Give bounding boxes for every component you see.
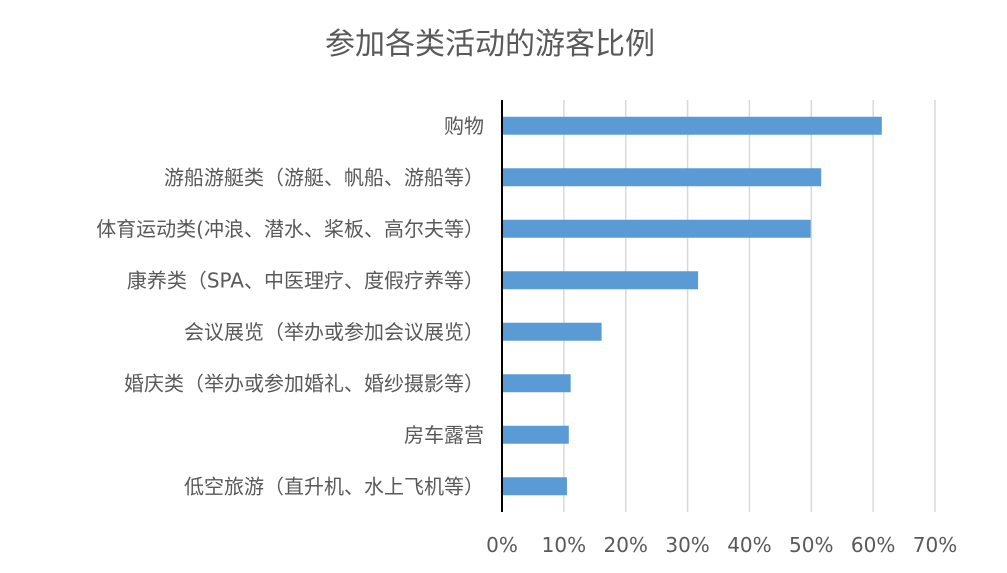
category-label: 游船游艇类（游艇、帆船、游船等）	[164, 165, 484, 189]
x-tick-label: 30%	[665, 533, 709, 557]
x-tick-label: 70%	[913, 533, 957, 557]
category-label: 体育运动类(冲浪、潜水、桨板、高尔夫等）	[96, 217, 484, 241]
bar	[502, 425, 569, 444]
bars	[502, 116, 882, 496]
category-label: 会议展览（举办或参加会议展览）	[184, 320, 484, 344]
category-label: 购物	[444, 114, 484, 138]
gridlines	[563, 100, 936, 512]
bar	[502, 477, 567, 496]
x-tick-labels: 0% 10% 20% 30% 40% 50% 60% 70%	[486, 533, 957, 557]
bar	[502, 219, 811, 238]
bar	[502, 322, 602, 341]
bar	[502, 116, 882, 135]
x-tick-label: 20%	[603, 533, 647, 557]
bar	[502, 168, 822, 187]
category-label: 康养类（SPA、中医理疗、度假疗养等）	[127, 268, 484, 292]
x-tick-label: 40%	[727, 533, 771, 557]
bar	[502, 271, 699, 290]
x-tick-label: 50%	[789, 533, 833, 557]
category-label: 房车露营	[404, 423, 484, 447]
x-tick-label: 10%	[542, 533, 586, 557]
x-tick-label: 0%	[486, 533, 518, 557]
bar	[502, 374, 571, 393]
category-label: 婚庆类（举办或参加婚礼、婚纱摄影等）	[124, 371, 484, 395]
category-label: 低空旅游（直升机、水上飞机等）	[184, 474, 484, 498]
x-tick-label: 60%	[851, 533, 895, 557]
chart-title: 参加各类活动的游客比例	[325, 27, 655, 62]
